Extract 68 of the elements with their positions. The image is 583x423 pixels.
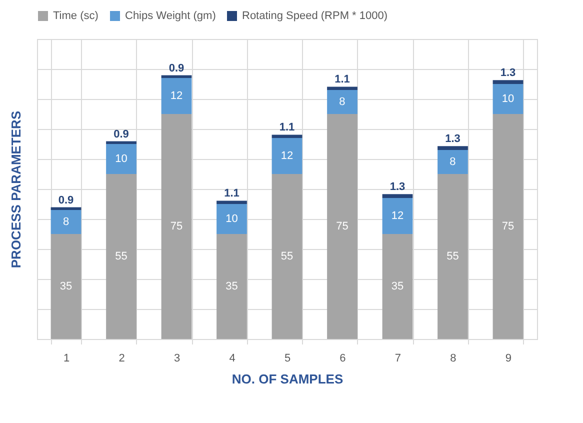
x-tick-label: 1 — [63, 352, 70, 364]
x-tick-label: 3 — [174, 352, 180, 364]
x-tick-label: 2 — [118, 352, 125, 364]
data-label: 8 — [450, 156, 456, 168]
bar — [327, 86, 358, 90]
bar — [492, 80, 524, 84]
data-label: 8 — [339, 96, 346, 108]
data-label: 1.1 — [279, 122, 295, 134]
x-tick-label: 7 — [394, 352, 402, 364]
bar — [272, 134, 302, 138]
data-label: 10 — [115, 153, 128, 165]
data-label: 12 — [170, 90, 183, 102]
bar — [492, 84, 524, 114]
data-label: 75 — [336, 220, 348, 232]
bar — [50, 210, 82, 234]
bar — [161, 78, 192, 114]
x-tick-label: 5 — [284, 352, 291, 364]
bar — [106, 144, 136, 174]
x-tick-label: 6 — [340, 352, 346, 364]
bar — [438, 150, 468, 174]
legend-label: Rotating Speed (RPM * 1000) — [242, 10, 388, 22]
data-label: 35 — [60, 280, 72, 292]
bar — [272, 174, 302, 339]
data-label: 0.9 — [168, 62, 184, 74]
data-label: 10 — [226, 213, 238, 225]
data-label: 0.9 — [58, 194, 74, 206]
data-label: 1.3 — [500, 67, 516, 80]
data-label: 0.9 — [114, 128, 129, 140]
bar — [50, 234, 82, 339]
data-label: 55 — [115, 250, 128, 262]
bar — [327, 90, 358, 114]
data-label: 1.3 — [445, 133, 460, 146]
bar — [272, 138, 302, 174]
bar — [50, 207, 82, 210]
x-tick-label: 8 — [450, 352, 456, 364]
data-label: 12 — [391, 210, 404, 222]
data-label: 1.3 — [390, 181, 406, 194]
legend-label: Time (sc) — [53, 10, 98, 22]
data-label: 55 — [280, 250, 294, 262]
y-axis-title: PROCESS PARAMETERS — [8, 110, 24, 268]
data-label: 10 — [502, 93, 514, 105]
data-label: 12 — [280, 150, 294, 162]
bar — [106, 174, 136, 339]
bar — [106, 141, 136, 144]
legend-label: Chips Weight (gm) — [125, 10, 216, 22]
bar — [161, 75, 192, 78]
bar — [327, 114, 358, 339]
x-axis-title: NO. OF SAMPLES — [232, 372, 344, 386]
data-label: 35 — [226, 280, 238, 292]
data-label: 35 — [391, 280, 404, 292]
bar — [382, 234, 413, 339]
data-label: 8 — [62, 216, 70, 228]
data-label: 1.1 — [224, 188, 240, 200]
x-tick-label: 9 — [505, 352, 512, 364]
bar — [382, 198, 413, 234]
data-label: 75 — [170, 220, 183, 232]
data-label: 75 — [502, 220, 514, 232]
bar — [382, 194, 413, 198]
bar — [216, 204, 247, 234]
data-label: 55 — [446, 250, 459, 262]
bar — [492, 114, 524, 339]
bar — [216, 200, 247, 204]
data-label: 1.1 — [334, 74, 350, 86]
bar — [438, 174, 468, 339]
bar — [438, 146, 468, 150]
x-tick-label: 4 — [229, 352, 236, 364]
bar — [161, 114, 192, 339]
bar — [216, 234, 247, 339]
